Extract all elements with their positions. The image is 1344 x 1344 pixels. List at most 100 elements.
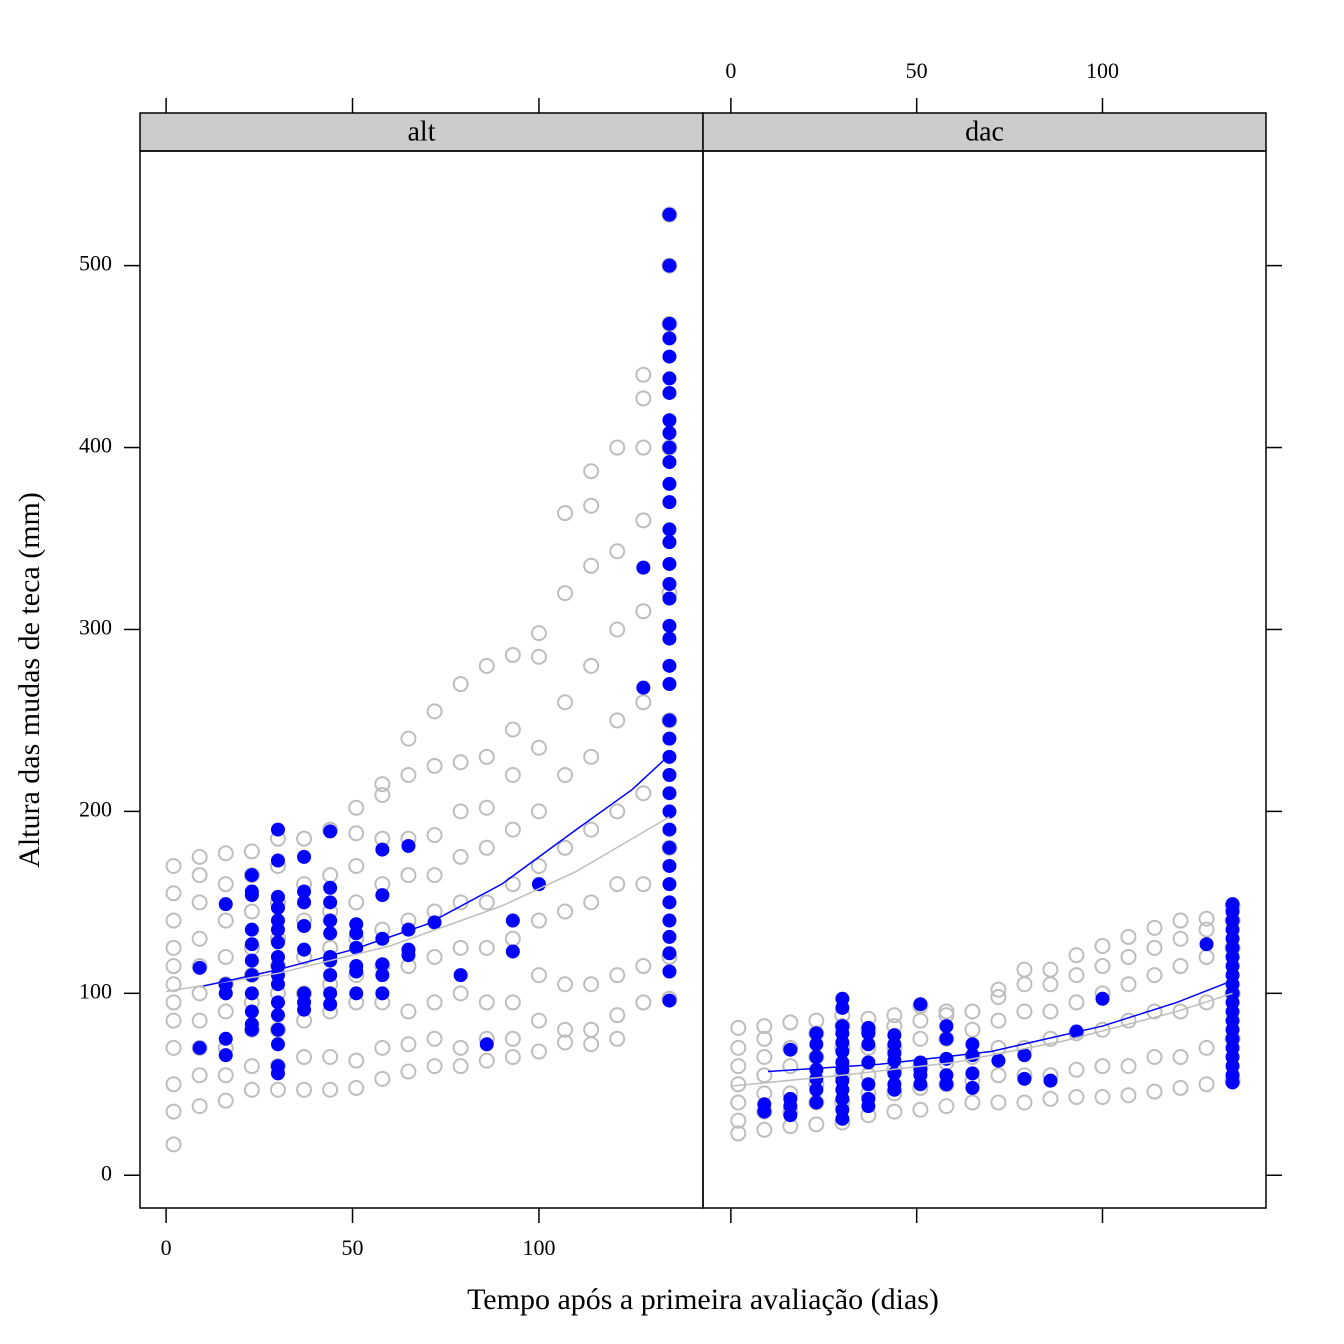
point <box>662 535 677 550</box>
point <box>662 476 677 491</box>
point <box>323 986 338 1001</box>
point <box>662 316 677 331</box>
y-tick-label: 300 <box>79 615 112 640</box>
point <box>809 1050 824 1064</box>
point <box>270 900 285 915</box>
point <box>965 1066 980 1081</box>
point <box>835 1000 850 1015</box>
point <box>990 1067 1007 1084</box>
point <box>939 1019 954 1034</box>
point <box>912 1012 929 1029</box>
point <box>1017 1071 1032 1086</box>
y-tick-label: 100 <box>79 978 112 1003</box>
point <box>938 1098 955 1115</box>
x-tick-label: 50 <box>342 1235 364 1260</box>
point <box>609 1030 626 1047</box>
point <box>756 1067 773 1084</box>
point <box>1068 947 1085 964</box>
point <box>1198 948 1215 965</box>
point <box>504 930 521 947</box>
point <box>662 556 677 571</box>
point <box>165 976 182 993</box>
point <box>1094 1058 1111 1075</box>
point <box>400 1003 417 1020</box>
point <box>426 948 443 965</box>
point <box>478 748 495 765</box>
point <box>809 1082 824 1097</box>
point <box>504 646 521 663</box>
point <box>635 366 652 383</box>
point <box>964 1021 981 1038</box>
y-axis-label: Altura das mudas de teca (mm) <box>13 492 46 868</box>
point <box>191 1067 208 1084</box>
point <box>243 843 260 860</box>
point <box>165 1103 182 1120</box>
point <box>782 1058 799 1075</box>
point <box>1016 976 1033 993</box>
point <box>218 1048 233 1063</box>
point <box>217 1067 234 1084</box>
point <box>662 858 677 873</box>
point <box>662 371 677 386</box>
point <box>557 903 574 920</box>
point <box>635 512 652 529</box>
point <box>990 981 1007 998</box>
point <box>478 799 495 816</box>
point <box>165 1076 182 1093</box>
point <box>662 455 677 470</box>
point <box>218 986 233 1001</box>
panel-title: dac <box>965 116 1004 147</box>
point <box>1042 961 1059 978</box>
point <box>400 767 417 784</box>
point <box>662 993 677 1008</box>
point <box>557 767 574 784</box>
point <box>913 997 928 1012</box>
point <box>243 1081 260 1098</box>
point <box>635 694 652 711</box>
point <box>756 1121 773 1138</box>
point <box>270 822 285 837</box>
point <box>662 618 677 633</box>
point <box>191 1012 208 1029</box>
point <box>583 748 600 765</box>
point <box>1043 1073 1058 1088</box>
point <box>662 440 677 455</box>
point <box>635 390 652 407</box>
fit-line <box>165 816 670 993</box>
point <box>557 585 574 602</box>
point <box>297 895 312 910</box>
point <box>400 867 417 884</box>
point <box>1172 930 1189 947</box>
point <box>348 1079 365 1096</box>
point <box>887 1082 902 1097</box>
point <box>1199 937 1214 952</box>
point <box>913 1077 928 1092</box>
point <box>1198 910 1215 927</box>
point <box>270 1022 285 1037</box>
point <box>583 497 600 514</box>
point <box>662 895 677 910</box>
point <box>270 889 285 904</box>
point <box>530 1012 547 1029</box>
point <box>530 857 547 874</box>
point <box>783 1108 798 1123</box>
point <box>662 385 677 400</box>
point <box>965 1080 980 1095</box>
point <box>609 803 626 820</box>
point <box>244 868 259 883</box>
point <box>1198 994 1215 1011</box>
point <box>1068 994 1085 1011</box>
point <box>348 825 365 842</box>
point <box>165 857 182 874</box>
point <box>270 1037 285 1052</box>
point <box>635 958 652 975</box>
point <box>323 880 338 895</box>
point <box>1225 1075 1240 1090</box>
point <box>349 926 364 941</box>
point <box>1094 938 1111 955</box>
point <box>375 888 390 903</box>
point <box>886 1103 903 1120</box>
point <box>504 721 521 738</box>
point <box>478 939 495 956</box>
point <box>1172 958 1189 975</box>
